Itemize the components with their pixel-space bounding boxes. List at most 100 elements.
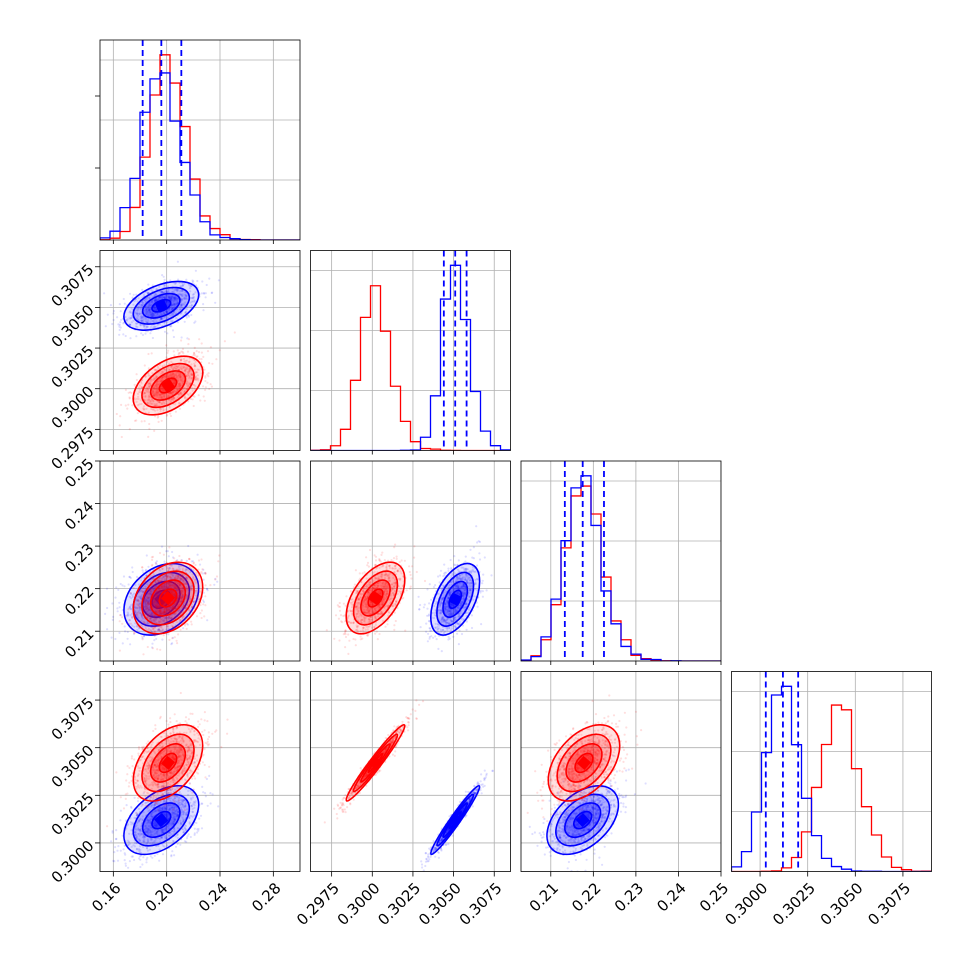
scatter-point — [359, 572, 361, 574]
scatter-point — [196, 280, 198, 282]
scatter-point — [125, 389, 127, 391]
scatter-point — [151, 564, 153, 566]
scatter-point — [186, 628, 188, 630]
scatter-point — [458, 630, 460, 632]
scatter-point — [163, 561, 165, 563]
scatter-point — [129, 643, 131, 645]
scatter-point — [481, 582, 483, 584]
scatter-point — [202, 385, 204, 387]
scatter-point — [409, 571, 411, 573]
scatter-point — [433, 586, 435, 588]
scatter-point — [110, 304, 112, 306]
scatter-point — [136, 379, 138, 381]
panel-0-0 — [100, 40, 300, 240]
scatter-point — [196, 350, 198, 352]
scatter-point — [477, 606, 479, 608]
scatter-point — [131, 566, 133, 568]
scatter-point — [428, 620, 430, 622]
scatter-point — [144, 333, 146, 335]
scatter-point — [118, 602, 120, 604]
scatter-point — [214, 578, 216, 580]
scatter-point — [206, 382, 208, 384]
scatter-point — [153, 639, 155, 641]
scatter-point — [158, 421, 160, 423]
scatter-point — [426, 608, 428, 610]
scatter-point — [152, 556, 154, 558]
scatter-point — [340, 614, 342, 616]
scatter-point — [418, 596, 420, 598]
scatter-point — [121, 584, 123, 586]
scatter-point — [129, 428, 131, 430]
scatter-point — [104, 613, 106, 615]
scatter-point — [116, 316, 118, 318]
scatter-point — [198, 338, 200, 340]
scatter-point — [224, 340, 226, 342]
scatter-point — [204, 595, 206, 597]
scatter-point — [199, 564, 201, 566]
scatter-point — [119, 424, 121, 426]
scatter-point — [190, 314, 192, 316]
scatter-point — [428, 602, 430, 604]
scatter-point — [135, 419, 137, 421]
scatter-point — [148, 428, 150, 430]
scatter-point — [149, 332, 151, 334]
scatter-point — [210, 383, 212, 385]
y-tick-label: 0.22 — [61, 582, 97, 618]
scatter-point — [173, 350, 175, 352]
scatter-point — [106, 628, 108, 630]
scatter-point — [201, 568, 203, 570]
scatter-point — [206, 284, 208, 286]
scatter-point — [211, 292, 213, 294]
scatter-point — [130, 392, 132, 394]
scatter-point — [425, 623, 427, 625]
scatter-point — [123, 298, 125, 300]
scatter-point — [482, 590, 484, 592]
scatter-point — [199, 399, 201, 401]
scatter-point — [117, 589, 119, 591]
scatter-point — [479, 541, 481, 543]
scatter-point — [187, 545, 189, 547]
scatter-point — [206, 588, 208, 590]
scatter-point — [118, 334, 120, 336]
scatter-point — [386, 623, 388, 625]
scatter-point — [137, 412, 139, 414]
scatter-point — [178, 555, 180, 557]
scatter-point — [452, 636, 454, 638]
scatter-point — [120, 404, 122, 406]
scatter-point — [376, 631, 378, 633]
scatter-point — [147, 436, 149, 438]
scatter-point — [418, 608, 420, 610]
y-tick-label: 0.21 — [61, 625, 97, 661]
scatter-point — [128, 619, 130, 621]
scatter-point — [121, 436, 123, 438]
scatter-point — [125, 404, 127, 406]
scatter-point — [130, 627, 132, 629]
scatter-point — [168, 546, 170, 548]
scatter-point — [203, 615, 205, 617]
scatter-point — [198, 358, 200, 360]
scatter-point — [147, 284, 149, 286]
panel-1-1 — [311, 251, 511, 451]
scatter-point — [202, 303, 204, 305]
scatter-point — [475, 525, 477, 527]
scatter-point — [119, 329, 121, 331]
scatter-point — [381, 552, 383, 554]
scatter-point — [133, 632, 135, 634]
scatter-point — [180, 629, 182, 631]
scatter-point — [219, 349, 221, 351]
scatter-point — [127, 631, 129, 633]
scatter-point — [198, 394, 200, 396]
scatter-point — [167, 633, 169, 635]
scatter-point — [430, 635, 432, 637]
panel-1-0 — [98, 251, 300, 451]
scatter-point — [208, 388, 210, 390]
scatter-point — [458, 643, 460, 645]
scatter-point — [129, 293, 131, 295]
scatter-point — [347, 633, 349, 635]
scatter-point — [186, 560, 188, 562]
scatter-point — [173, 557, 175, 559]
scatter-point — [486, 589, 488, 591]
scatter-point — [205, 584, 207, 586]
scatter-point — [125, 615, 127, 617]
scatter-point — [362, 572, 364, 574]
